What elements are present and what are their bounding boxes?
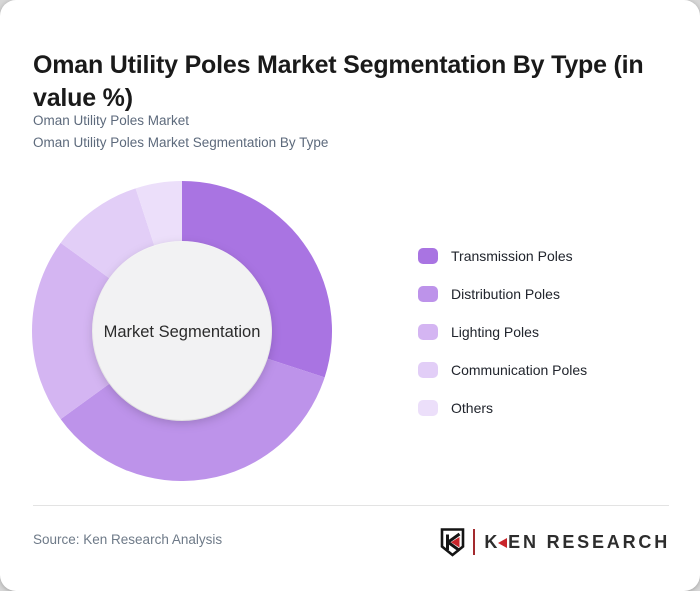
donut-segment-distribution-poles[interactable] [60, 358, 325, 481]
logo-separator [473, 529, 476, 555]
donut-center-label: Market Segmentation [104, 323, 261, 341]
legend-item-communication-poles[interactable]: Communication Poles [418, 362, 587, 378]
source-text: Source: Ken Research Analysis [33, 532, 223, 547]
logo-word-first: K [484, 531, 501, 552]
legend-label: Communication Poles [451, 362, 588, 378]
donut-chart: Market Segmentation [32, 181, 332, 481]
legend-item-distribution-poles[interactable]: Distribution Poles [418, 286, 587, 302]
ken-research-logo: K EN RESEARCH [439, 523, 670, 561]
legend-swatch [418, 324, 438, 340]
chart-subtitle: Oman Utility Poles Market Oman Utility P… [33, 110, 328, 154]
donut-segment-transmission-poles[interactable] [182, 181, 332, 378]
shield-k-icon [441, 527, 465, 557]
page-title: Oman Utility Poles Market Segmentation B… [33, 50, 644, 112]
logo-wordmark: K EN RESEARCH [484, 532, 670, 553]
legend-item-others[interactable]: Others [418, 400, 587, 416]
legend-swatch [418, 362, 438, 378]
legend-item-transmission-poles[interactable]: Transmission Poles [418, 248, 587, 264]
legend-swatch [418, 400, 438, 416]
legend-swatch [418, 286, 438, 302]
legend-label: Transmission Poles [451, 248, 573, 264]
legend-label: Distribution Poles [451, 286, 560, 302]
donut-segment-others[interactable] [135, 181, 182, 246]
legend-swatch [418, 248, 438, 264]
red-triangle-icon [498, 537, 508, 548]
donut-segment-communication-poles[interactable] [60, 188, 155, 279]
footer-divider [33, 505, 669, 506]
donut-segment-lighting-poles[interactable] [32, 242, 110, 420]
subtitle-line-2: Oman Utility Poles Market Segmentation B… [33, 135, 329, 150]
subtitle-line-1: Oman Utility Poles Market [33, 113, 190, 128]
legend-label: Lighting Poles [451, 324, 539, 340]
donut-center-circle [93, 242, 271, 420]
chart-legend: Transmission Poles Distribution Poles Ligh… [418, 248, 587, 438]
legend-item-lighting-poles[interactable]: Lighting Poles [418, 324, 587, 340]
legend-label: Others [451, 400, 494, 416]
logo-word-rest: EN RESEARCH [508, 531, 670, 552]
